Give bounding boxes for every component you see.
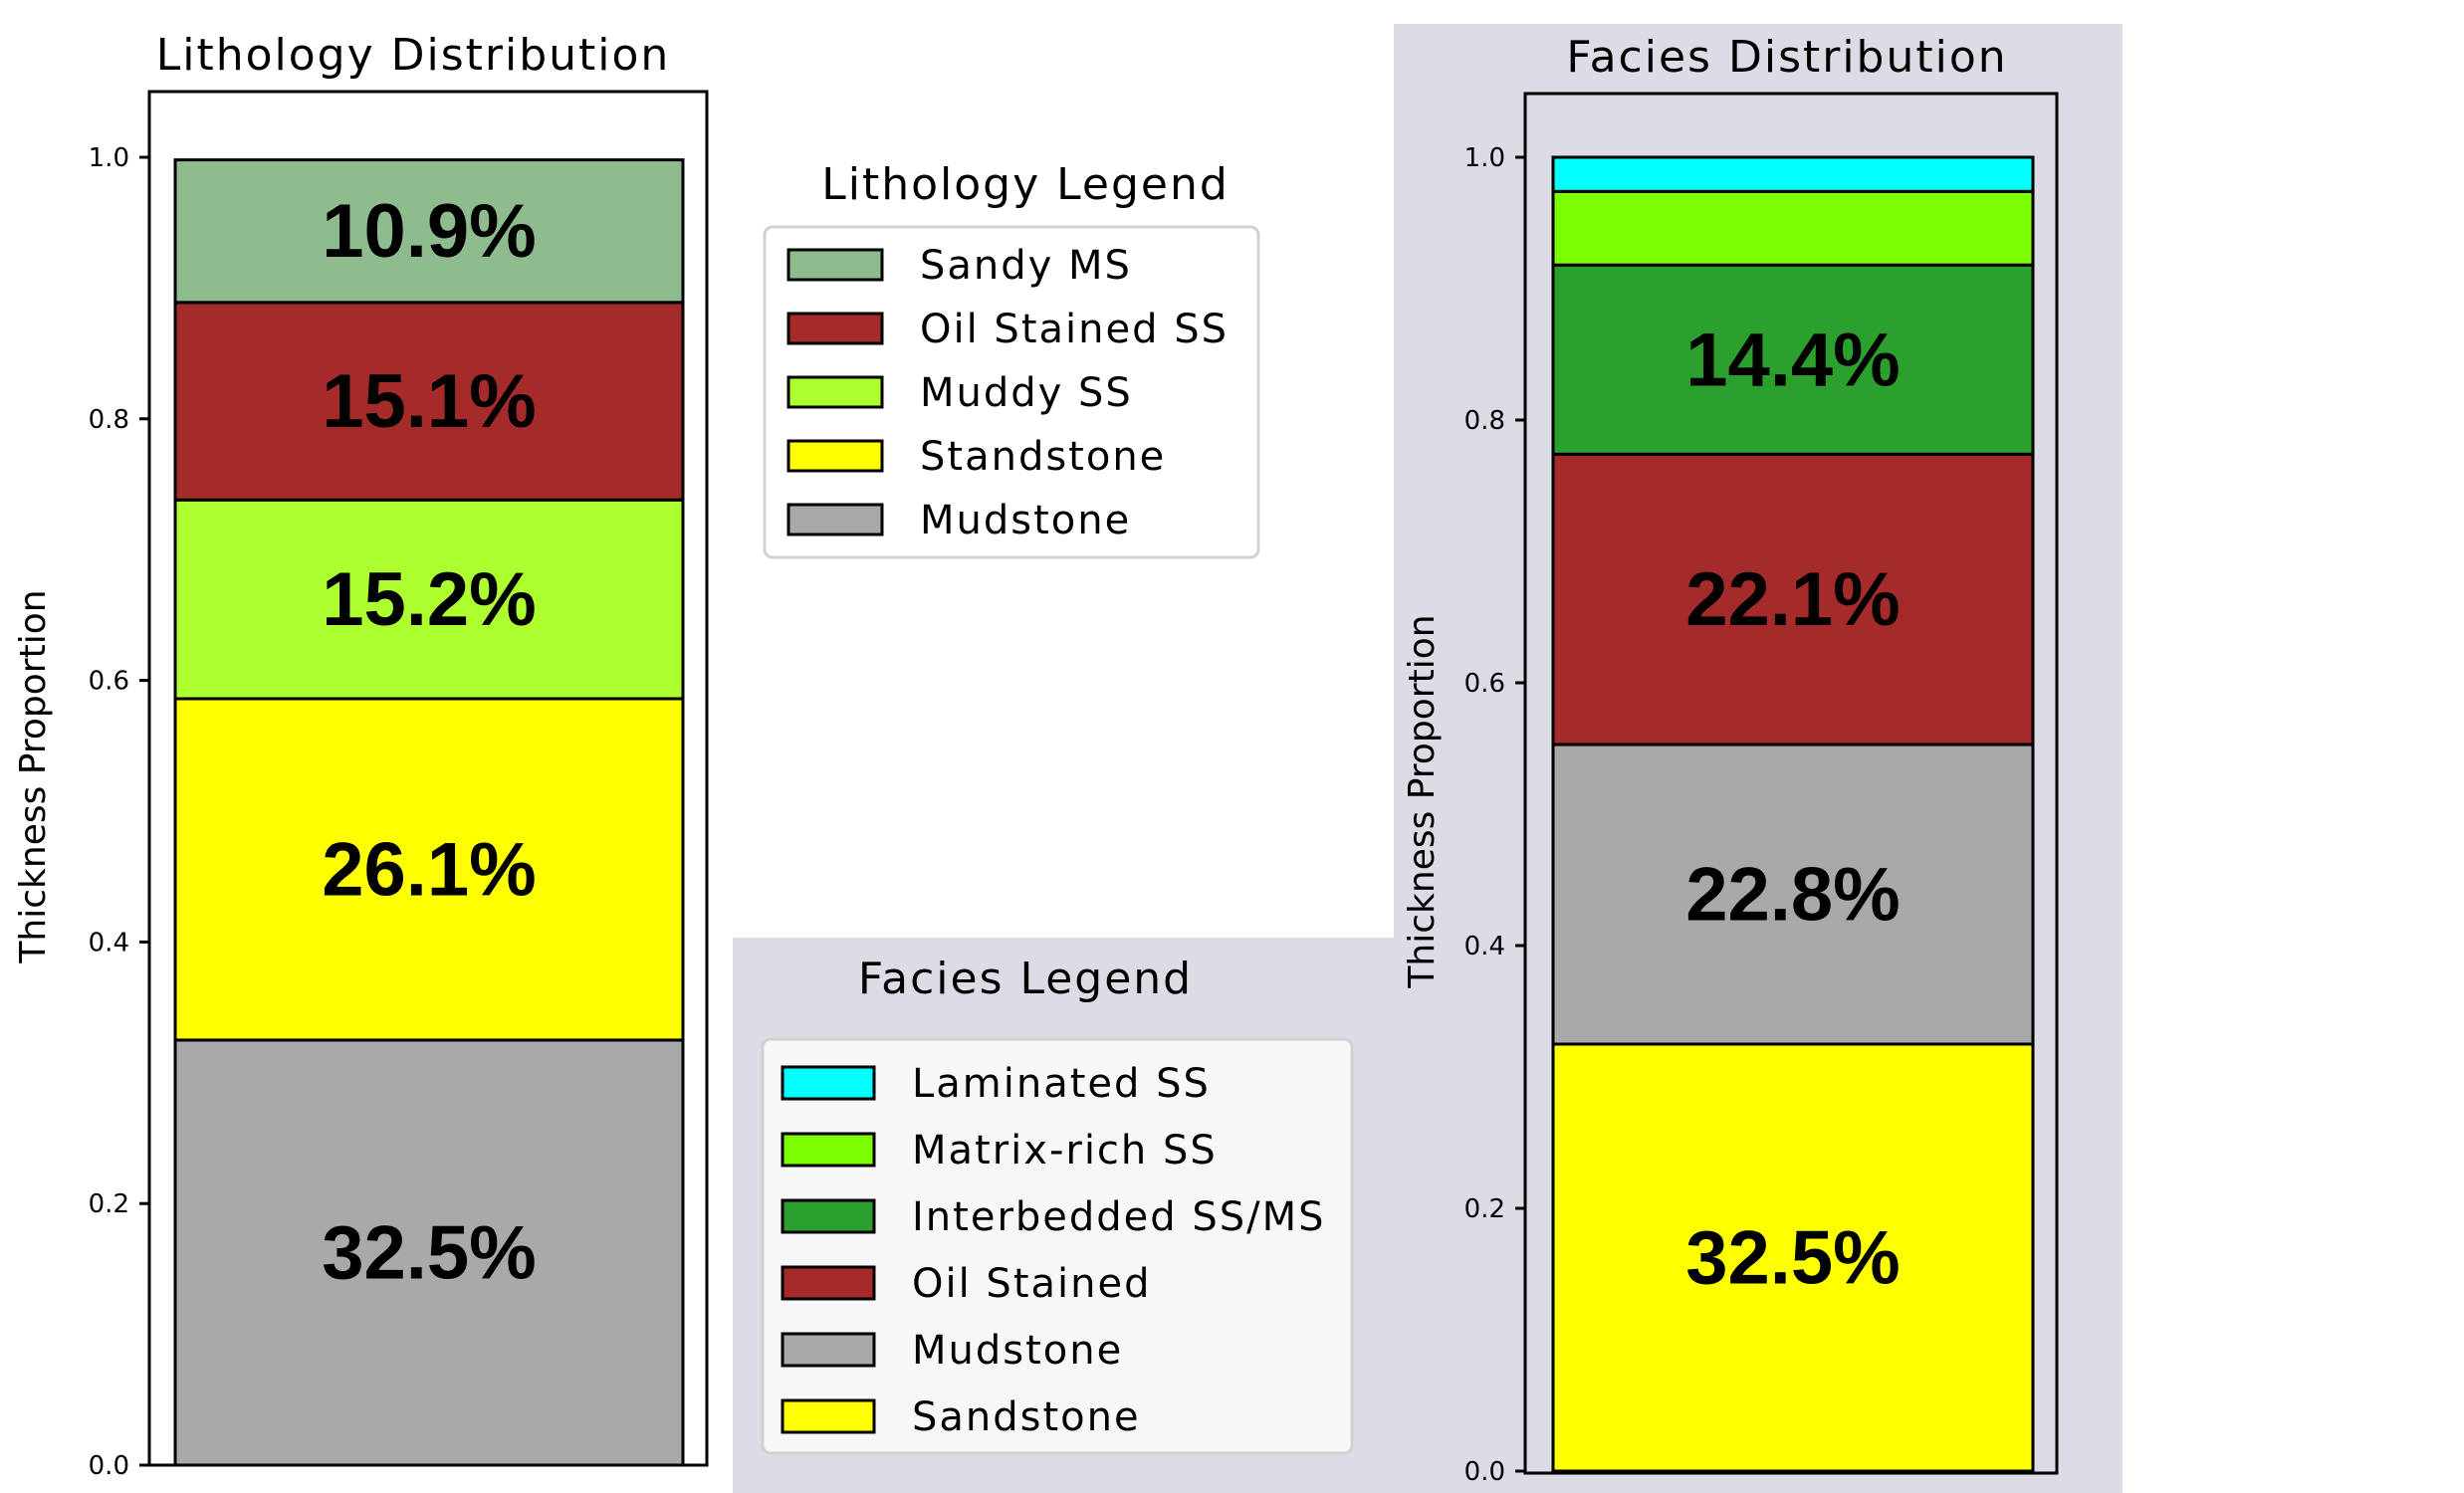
facies-axes-frame	[1523, 92, 2059, 1475]
lithology-data-label-muddy-ss: 15.2%	[322, 557, 537, 642]
lithology-legend: Lithology Legend Sandy MS Oil Stained SS M…	[763, 159, 1260, 559]
facies-bar-interbedded-ss-ms	[1551, 263, 2035, 456]
facies-y-axis-label: Thickness Proportion	[1402, 614, 1443, 988]
facies-data-label-oil-stained: 22.1%	[1685, 557, 1901, 642]
facies-legend-box	[761, 1037, 1354, 1455]
lithology-y-tick-label: 0.8	[89, 405, 129, 435]
lithology-chart-title: Lithology Distribution	[156, 30, 671, 81]
facies-legend-label-mudstone: Mudstone	[912, 1328, 1123, 1374]
facies-bar-mudstone	[1551, 743, 2035, 1046]
facies-legend-swatch-oil-stained	[781, 1265, 876, 1301]
facies-legend: Facies Legend Laminated SS Matrix-rich SS…	[761, 954, 1354, 1455]
facies-chart: Facies Distribution Thickness Proportion…	[1402, 32, 2059, 1487]
lithology-bar-sandy-ms	[173, 158, 685, 305]
lithology-data-label-standstone: 26.1%	[322, 827, 537, 912]
lithology-legend-swatch-sandy-ms	[786, 248, 884, 282]
lithology-y-tick-label: 0.2	[89, 1189, 129, 1219]
facies-bar-laminated-ss	[1551, 155, 2035, 193]
lithology-legend-label-oil-stained-ss: Oil Stained SS	[920, 307, 1229, 352]
lithology-bar-standstone	[173, 697, 685, 1042]
facies-data-label-interbedded-ss-ms: 14.4%	[1685, 318, 1901, 402]
lithology-legend-swatch-mudstone	[786, 503, 884, 536]
facies-bar-sandstone	[1551, 1042, 2035, 1473]
facies-y-tick-label: 0.2	[1464, 1194, 1505, 1224]
facies-y-tick-label: 0.4	[1464, 932, 1505, 961]
facies-bar-matrix-rich-ss	[1551, 189, 2035, 267]
facies-y-tick-label: 1.0	[1464, 143, 1505, 173]
lithology-legend-title: Lithology Legend	[821, 159, 1230, 210]
facies-legend-swatch-matrix-rich-ss	[781, 1132, 876, 1168]
facies-y-tick-label: 0.8	[1464, 406, 1505, 436]
lithology-legend-swatch-muddy-ss	[786, 375, 884, 409]
facies-data-label-sandstone: 32.5%	[1685, 1216, 1901, 1301]
lithology-legend-label-sandy-ms: Sandy MS	[920, 243, 1132, 289]
facies-legend-label-laminated-ss: Laminated SS	[912, 1061, 1211, 1107]
facies-chart-title: Facies Distribution	[1566, 32, 2007, 83]
lithology-y-tick-label: 1.0	[89, 143, 129, 173]
lithology-legend-label-muddy-ss: Muddy SS	[920, 370, 1133, 416]
lithology-y-tick-label: 0.0	[89, 1451, 129, 1481]
facies-bar-oil-stained	[1551, 452, 2035, 746]
lithology-legend-swatch-oil-stained-ss	[786, 312, 884, 345]
lithology-axes-frame	[147, 90, 709, 1467]
lithology-y-axis-label: Thickness Proportion	[13, 589, 54, 963]
facies-legend-swatch-mudstone	[781, 1332, 876, 1368]
facies-y-tick-label: 0.0	[1464, 1457, 1505, 1487]
lithology-data-label-oil-stained-ss: 15.1%	[322, 359, 537, 444]
lithology-legend-label-standstone: Standstone	[920, 434, 1166, 480]
lithology-chart: Lithology Distribution Thickness Proport…	[13, 30, 709, 1481]
lithology-data-label-mudstone: 32.5%	[322, 1210, 537, 1295]
lithology-data-label-sandy-ms: 10.9%	[322, 189, 537, 274]
facies-data-label-mudstone: 22.8%	[1685, 853, 1901, 938]
lithology-legend-label-mudstone: Mudstone	[920, 498, 1131, 543]
lithology-legend-box	[763, 225, 1260, 559]
lithology-legend-swatch-standstone	[786, 439, 884, 473]
facies-legend-swatch-sandstone	[781, 1398, 876, 1434]
facies-legend-swatch-laminated-ss	[781, 1065, 876, 1101]
facies-legend-label-oil-stained: Oil Stained	[912, 1261, 1151, 1307]
facies-legend-label-sandstone: Sandstone	[912, 1394, 1141, 1440]
lithology-bar-muddy-ss	[173, 498, 685, 701]
facies-legend-swatch-interbedded-ss-ms	[781, 1198, 876, 1234]
facies-legend-label-interbedded-ss-ms: Interbedded SS/MS	[912, 1194, 1326, 1240]
lithology-y-tick-label: 0.6	[89, 667, 129, 697]
facies-legend-title: Facies Legend	[858, 954, 1193, 1004]
facies-legend-label-matrix-rich-ss: Matrix-rich SS	[912, 1128, 1218, 1173]
facies-y-tick-label: 0.6	[1464, 669, 1505, 699]
lithology-y-tick-label: 0.4	[89, 928, 129, 958]
